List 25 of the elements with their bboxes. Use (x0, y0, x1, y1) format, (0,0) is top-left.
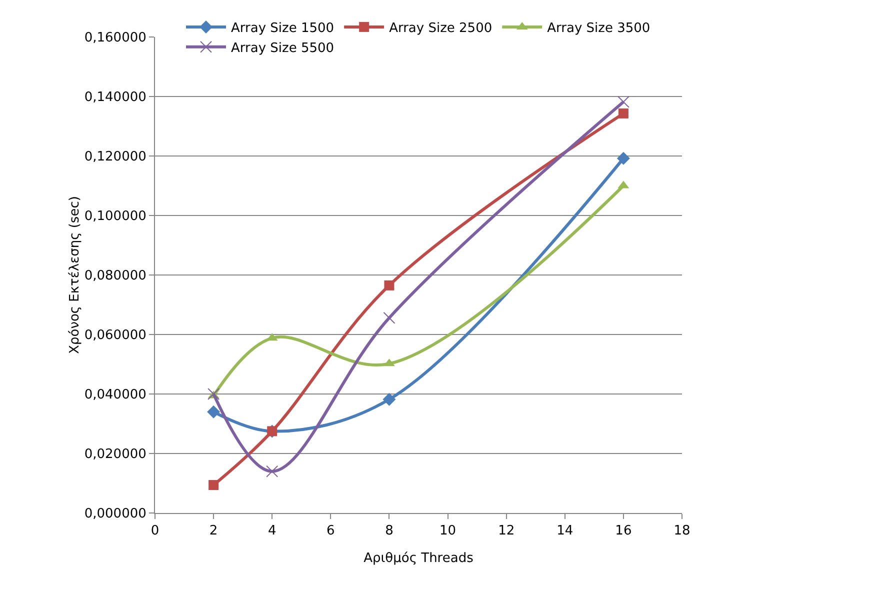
x-tick-label: 14 (556, 524, 574, 539)
y-tick-label: 0,020000 (84, 447, 146, 462)
y-tick-label: 0,160000 (84, 30, 146, 46)
y-axis-title: Χρόνος Εκτέλεσης (sec) (67, 196, 82, 354)
y-tick-label: 0,040000 (84, 388, 146, 403)
x-tick-label: 6 (326, 524, 335, 539)
legend-label: Array Size 1500 (231, 21, 334, 36)
legend-label: Array Size 2500 (389, 21, 492, 36)
y-tick-label: 0,000000 (84, 506, 146, 522)
x-tick-label: 2 (209, 524, 218, 539)
y-tick-label: 0,140000 (84, 90, 146, 106)
y-tick-label: 0,120000 (84, 150, 146, 165)
x-tick-label: 8 (385, 524, 394, 539)
y-tick-label: 0,100000 (84, 209, 146, 224)
y-tick-label: 0,060000 (84, 328, 146, 344)
x-axis-title: Αριθμός Threads (364, 551, 474, 566)
x-tick-label: 12 (498, 524, 515, 539)
legend-label: Array Size 3500 (547, 21, 650, 36)
x-tick-label: 10 (440, 524, 456, 539)
x-tick-label: 16 (615, 524, 632, 539)
x-tick-label: 0 (150, 524, 160, 539)
x-tick-label: 18 (674, 524, 690, 539)
x-tick-label: 4 (268, 524, 276, 539)
legend-label: Array Size 5500 (231, 40, 334, 56)
y-tick-label: 0,080000 (84, 268, 146, 284)
